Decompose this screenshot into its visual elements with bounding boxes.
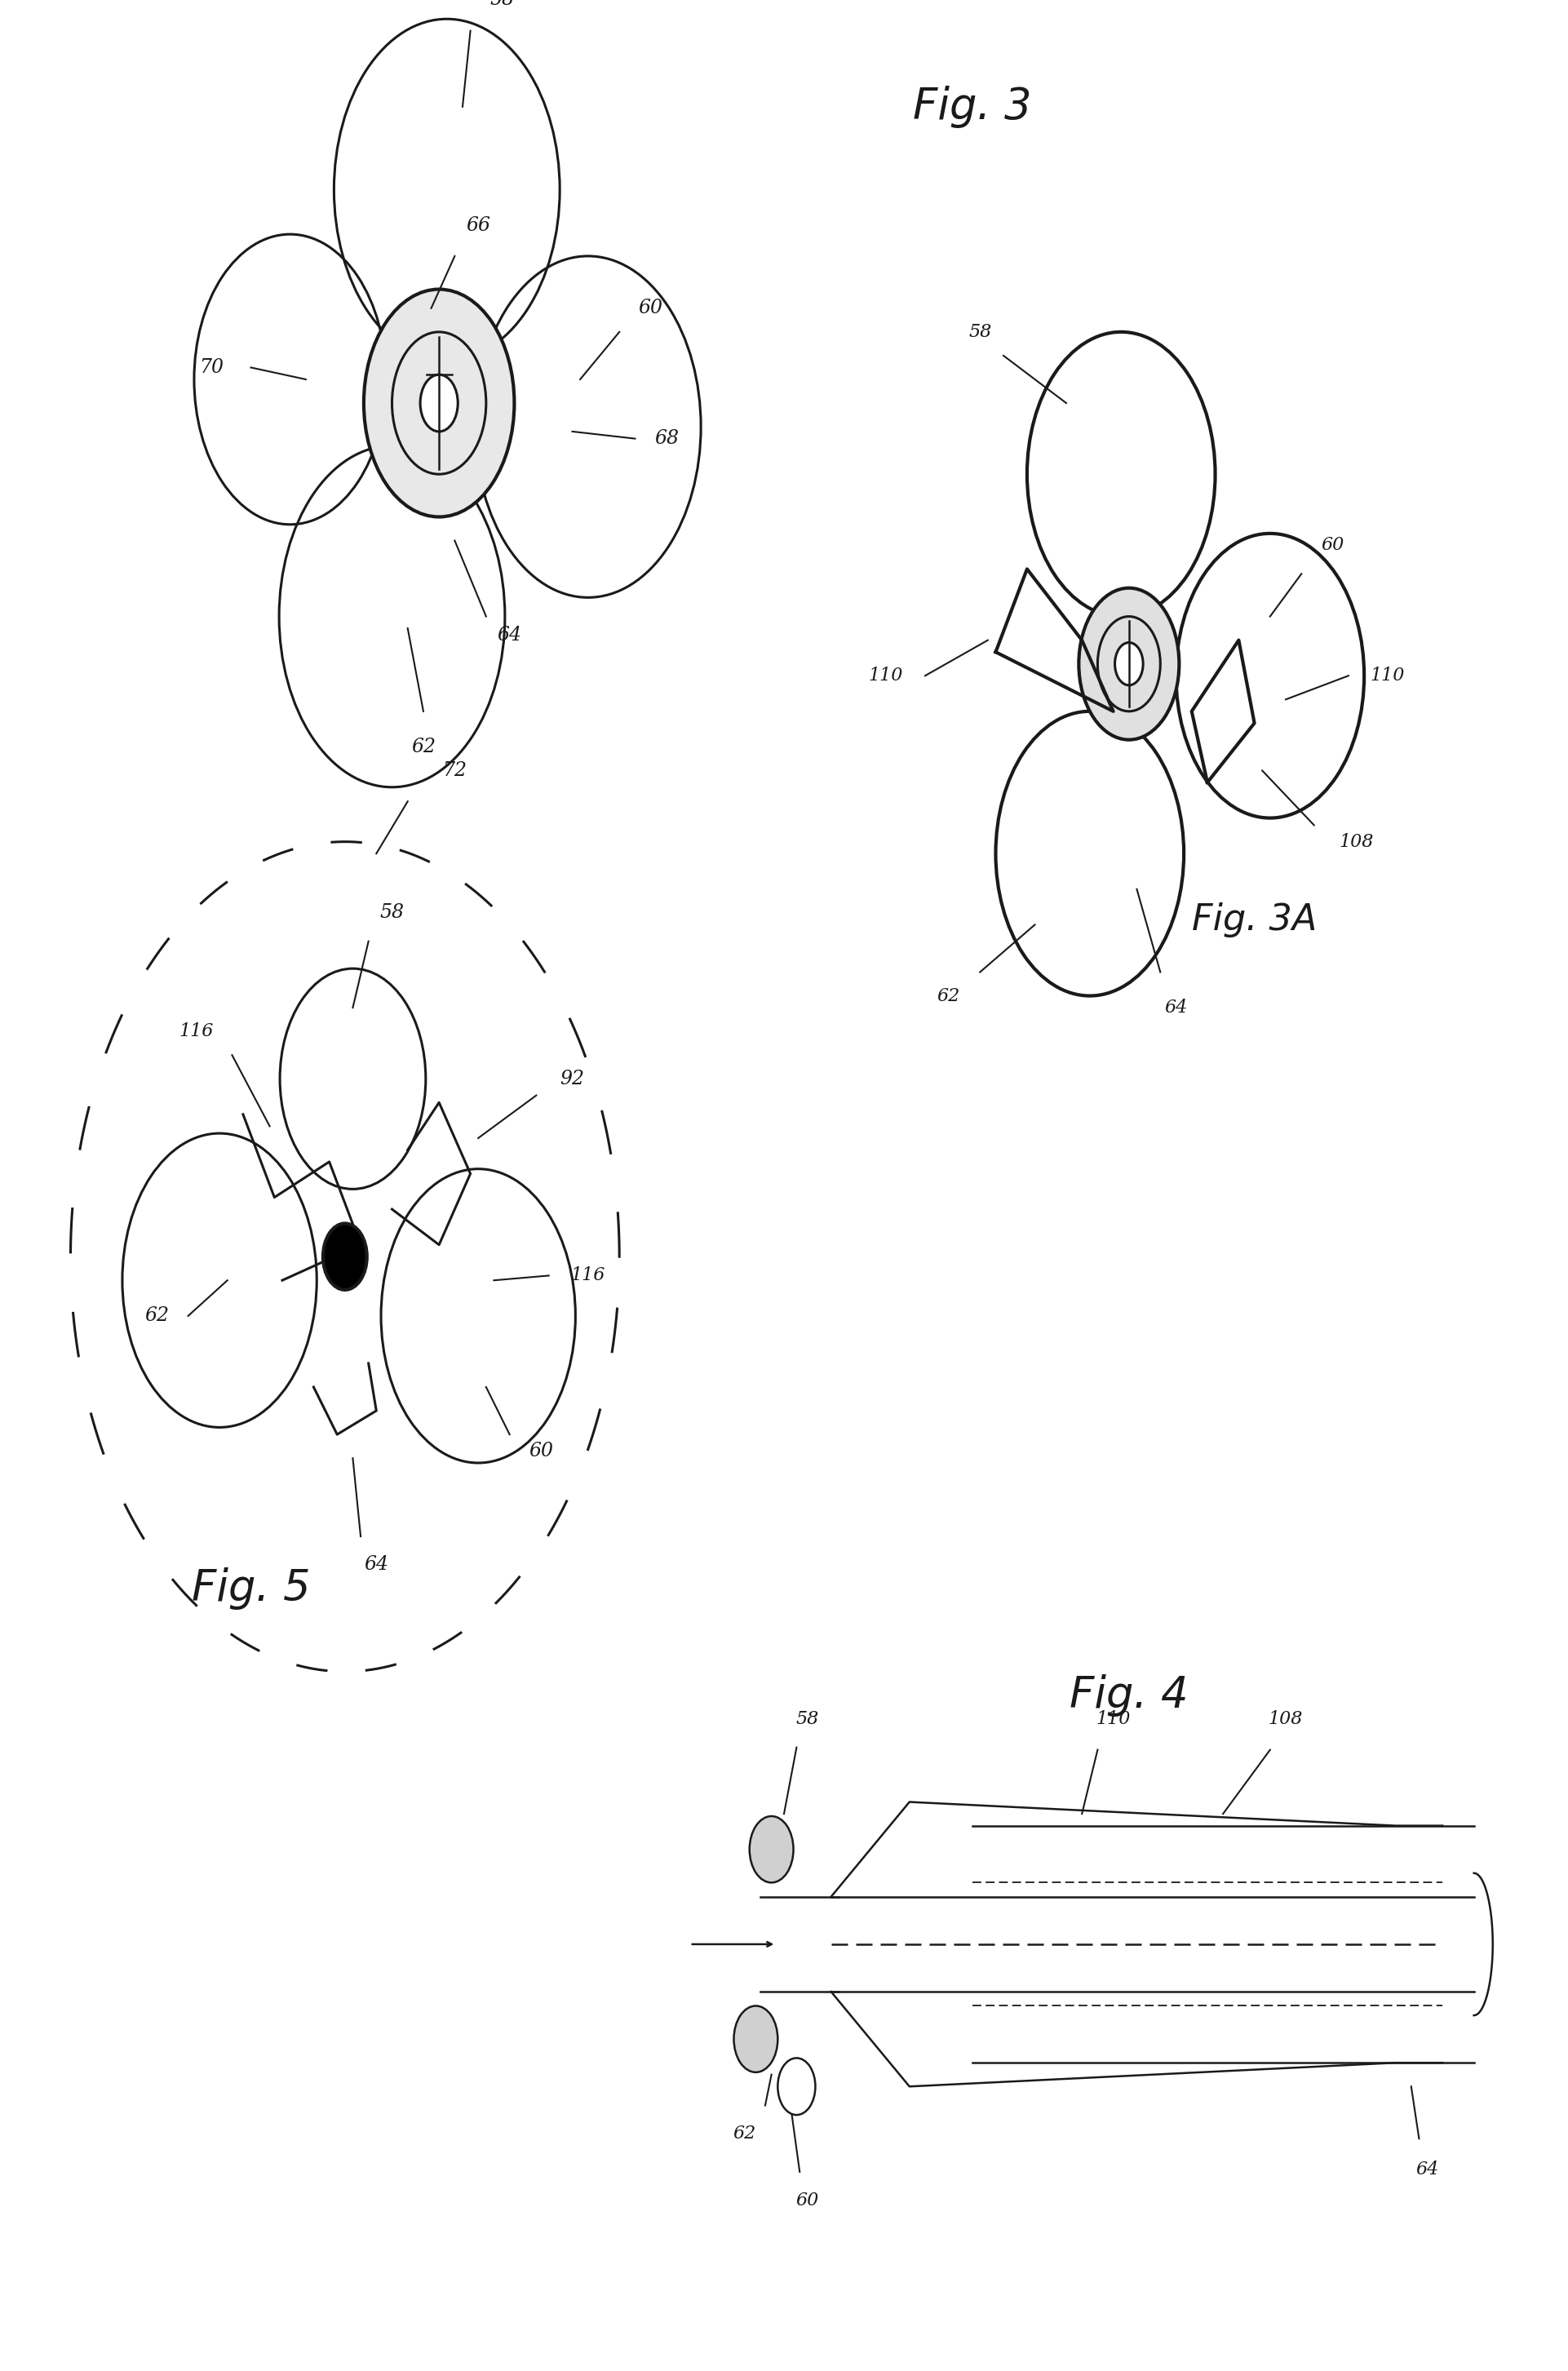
- Circle shape: [1115, 643, 1143, 685]
- Text: 110: 110: [1370, 666, 1405, 685]
- Circle shape: [750, 1816, 793, 1883]
- Text: 116: 116: [571, 1266, 605, 1285]
- Text: 64: 64: [1416, 2160, 1438, 2179]
- Text: 60: 60: [797, 2191, 818, 2210]
- Text: 60: 60: [1322, 536, 1344, 555]
- Text: 62: 62: [411, 737, 436, 756]
- Text: 108: 108: [1339, 832, 1374, 851]
- Text: 72: 72: [442, 761, 467, 780]
- Text: 58: 58: [379, 903, 405, 922]
- Text: 58: 58: [797, 1709, 818, 1728]
- Text: 110: 110: [1096, 1709, 1131, 1728]
- Circle shape: [364, 289, 514, 517]
- Text: 58: 58: [489, 0, 514, 9]
- Circle shape: [1079, 588, 1179, 740]
- Text: 116: 116: [179, 1022, 213, 1041]
- Text: 58: 58: [969, 322, 991, 341]
- Text: Fig. 4: Fig. 4: [1069, 1674, 1189, 1717]
- Text: 92: 92: [560, 1069, 585, 1088]
- Text: 64: 64: [364, 1555, 389, 1574]
- Text: 60: 60: [528, 1442, 554, 1461]
- Text: Fig. 3: Fig. 3: [913, 85, 1032, 128]
- Text: 110: 110: [869, 666, 903, 685]
- Circle shape: [420, 375, 458, 432]
- Text: 68: 68: [654, 429, 679, 448]
- Text: 108: 108: [1269, 1709, 1303, 1728]
- Circle shape: [323, 1223, 367, 1290]
- Text: Fig. 3A: Fig. 3A: [1192, 903, 1317, 937]
- Text: 60: 60: [638, 299, 663, 318]
- Circle shape: [734, 2006, 778, 2072]
- Text: 66: 66: [466, 216, 491, 235]
- Text: 62: 62: [938, 986, 960, 1005]
- Text: 64: 64: [497, 626, 522, 645]
- Text: 62: 62: [734, 2124, 756, 2143]
- Text: 62: 62: [144, 1306, 169, 1325]
- Text: 70: 70: [199, 358, 224, 377]
- Text: 64: 64: [1165, 998, 1187, 1017]
- Text: Fig. 5: Fig. 5: [191, 1567, 310, 1610]
